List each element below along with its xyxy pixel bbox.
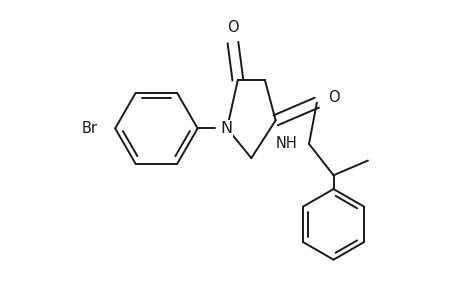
Text: O: O — [327, 90, 339, 105]
Text: N: N — [220, 121, 232, 136]
Text: NH: NH — [275, 136, 297, 152]
Text: Br: Br — [81, 121, 97, 136]
Text: O: O — [227, 20, 238, 35]
